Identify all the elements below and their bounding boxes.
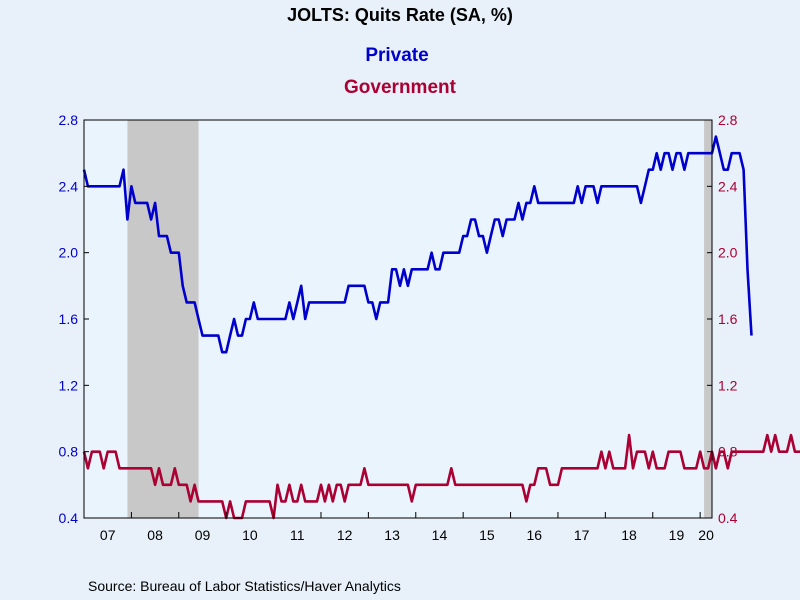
series-line-private xyxy=(82,135,753,354)
y-right-tick-label: 0.4 xyxy=(718,510,738,526)
x-tick-label: 17 xyxy=(574,527,590,543)
x-tick-label: 16 xyxy=(526,527,542,543)
y-right-tick-label: 1.2 xyxy=(718,377,738,393)
legend-private: Private xyxy=(365,45,428,66)
y-right-tick-label: 0.8 xyxy=(718,444,738,460)
x-tick-label: 12 xyxy=(337,527,353,543)
y-right-tick-label: 2.4 xyxy=(718,178,738,194)
source-note: Source: Bureau of Labor Statistics/Haver… xyxy=(88,578,401,594)
x-tick-label: 11 xyxy=(290,527,305,543)
y-left-tick-label: 2.8 xyxy=(59,112,79,128)
y-left-tick-label: 0.8 xyxy=(59,444,79,460)
x-tick-label: 09 xyxy=(195,527,211,543)
chart-title: JOLTS: Quits Rate (SA, %) xyxy=(287,5,513,25)
legend-government: Government xyxy=(344,77,457,98)
x-tick-label: 14 xyxy=(432,527,448,543)
y-right-tick-label: 1.6 xyxy=(718,311,738,327)
y-left-tick-label: 2.0 xyxy=(59,245,79,261)
x-tick-label: 19 xyxy=(669,527,685,543)
x-tick-label: 20 xyxy=(698,527,714,543)
x-tick-label: 13 xyxy=(384,527,400,543)
y-right-tick-label: 2.8 xyxy=(718,112,738,128)
x-tick-label: 07 xyxy=(100,527,116,543)
x-tick-label: 08 xyxy=(147,527,163,543)
y-left-tick-label: 0.4 xyxy=(59,510,79,526)
y-left-tick-label: 2.4 xyxy=(59,178,79,194)
y-right-tick-label: 2.0 xyxy=(718,245,738,261)
series-line-government xyxy=(82,433,800,520)
plot-area: 0.4 0.8 1.2 1.6 2.0 2.4 2.8 0.4 0.8 1.2 1.6 2.0 2.4 2… xyxy=(59,112,800,543)
y-left-tick-label: 1.2 xyxy=(59,377,79,393)
x-tick-label: 10 xyxy=(242,527,258,543)
y-left-tick-label: 1.6 xyxy=(59,311,79,327)
x-tick-label: 18 xyxy=(621,527,637,543)
recession-band xyxy=(127,120,199,518)
x-tick-label: 15 xyxy=(479,527,495,543)
